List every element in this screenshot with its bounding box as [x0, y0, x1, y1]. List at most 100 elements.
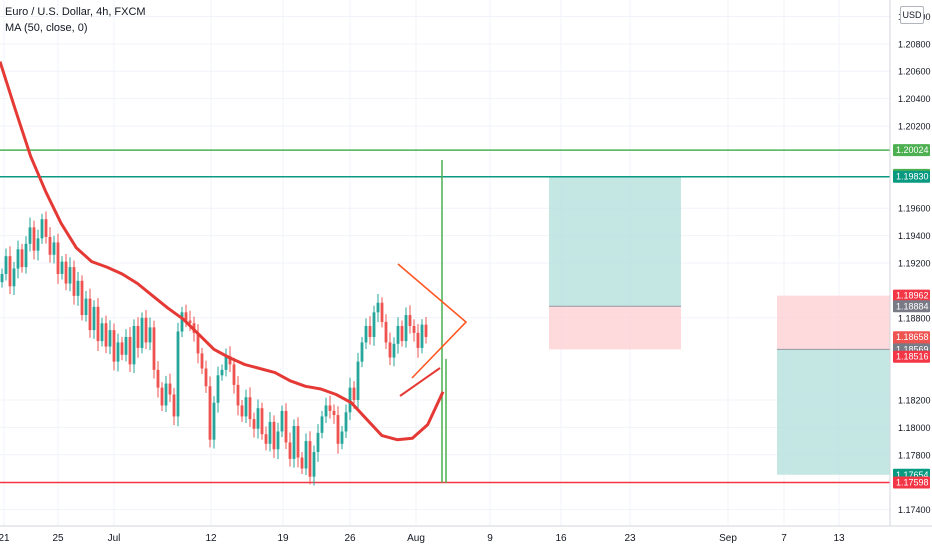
- candle-down: [168, 383, 172, 395]
- candle-up: [356, 361, 360, 400]
- candle-down: [48, 236, 52, 255]
- price-tick-label: 1.17400: [898, 505, 931, 515]
- indicator-label: MA (50, close, 0): [5, 22, 88, 34]
- candle-down: [188, 320, 192, 324]
- candle-up: [116, 342, 120, 362]
- candle-up: [216, 375, 220, 403]
- price-tick-label: 1.19600: [898, 204, 931, 214]
- candle-up: [360, 342, 364, 362]
- candle-up: [396, 326, 400, 344]
- candle-down: [228, 356, 232, 365]
- time-tick-label: 25: [52, 533, 64, 544]
- candle-down: [412, 326, 416, 333]
- candle-up: [324, 405, 328, 417]
- candle-up: [364, 326, 368, 343]
- candle-down: [284, 410, 288, 443]
- candle-down: [384, 321, 388, 343]
- time-tick-label: 26: [344, 533, 356, 544]
- candle-up: [108, 330, 112, 347]
- candle-up: [348, 387, 352, 413]
- candle-down: [72, 267, 76, 296]
- candle-up: [28, 227, 32, 244]
- candle-up: [132, 326, 136, 365]
- candle-down: [8, 256, 12, 287]
- price-badge-label: 1.18962: [896, 291, 929, 301]
- time-tick-label: 12: [205, 533, 217, 544]
- candle-down: [260, 408, 264, 435]
- time-tick-label: 9: [487, 533, 493, 544]
- candle-down: [80, 280, 84, 316]
- candle-up: [180, 312, 184, 332]
- candle-down: [64, 261, 68, 284]
- candle-down: [204, 368, 208, 387]
- candle-up: [52, 242, 56, 255]
- candle-down: [352, 387, 356, 400]
- candle-down: [300, 457, 304, 469]
- candle-down: [296, 426, 300, 458]
- price-tick-label: 1.20800: [898, 39, 931, 49]
- candle-up: [312, 452, 316, 477]
- candle-up: [420, 324, 424, 348]
- long-position-profit-zone: [549, 176, 681, 307]
- candle-up: [276, 431, 280, 450]
- moving-average-line: [0, 61, 445, 442]
- candle-up: [320, 416, 324, 433]
- candle-up: [84, 298, 88, 316]
- price-tick-label: 1.17800: [898, 450, 931, 460]
- candle-up: [40, 219, 44, 239]
- candle-up: [280, 410, 284, 432]
- price-badge-label: 1.18516: [896, 352, 929, 362]
- candle-down: [208, 386, 212, 440]
- price-axis-panel: [890, 0, 932, 550]
- price-badge-label: 1.20024: [896, 145, 929, 155]
- candle-up: [268, 421, 272, 444]
- candle-down: [160, 387, 164, 406]
- candle-up: [316, 432, 320, 453]
- time-tick-label: 21: [0, 533, 10, 544]
- price-badge: [893, 300, 930, 313]
- candle-down: [336, 415, 340, 444]
- candle-up: [304, 441, 308, 469]
- candle-down: [252, 419, 256, 429]
- candle-down: [408, 315, 412, 327]
- candle-down: [44, 219, 48, 237]
- candle-down: [424, 324, 428, 337]
- price-badge-label: 1.19830: [896, 172, 929, 182]
- price-badge: [893, 289, 930, 302]
- candle-down: [196, 332, 200, 354]
- price-tick-label: 1.20600: [898, 67, 931, 77]
- candle-down: [56, 242, 60, 274]
- price-tick-label: 1.20400: [898, 94, 931, 104]
- candle-up: [404, 315, 408, 342]
- price-badge-label: 1.17654: [896, 470, 929, 480]
- candle-up: [16, 249, 20, 269]
- candle-down: [120, 342, 124, 355]
- price-badge-label: 1.17598: [896, 477, 929, 487]
- candle-down: [156, 369, 160, 388]
- candle-down: [232, 364, 236, 385]
- candle-down: [400, 326, 404, 342]
- currency-button[interactable]: USD: [900, 6, 924, 24]
- candle-down: [172, 394, 176, 417]
- candle-up: [76, 280, 80, 296]
- candle-up: [148, 327, 152, 343]
- candle-down: [184, 312, 188, 321]
- long-position-loss-zone: [549, 306, 681, 350]
- time-tick-label: 16: [555, 533, 567, 544]
- candle-up: [68, 267, 72, 284]
- price-tick-label: 1.19200: [898, 259, 931, 269]
- time-tick-label: 19: [277, 533, 289, 544]
- price-badge: [893, 476, 930, 489]
- short-position-profit-zone: [777, 349, 890, 475]
- candle-up: [36, 238, 40, 251]
- candle-down: [368, 326, 372, 337]
- candle-down: [104, 323, 108, 347]
- candle-up: [340, 431, 344, 444]
- price-badge: [893, 350, 930, 363]
- candle-down: [332, 410, 336, 416]
- candle-up: [124, 336, 128, 355]
- candle-down: [200, 353, 204, 369]
- candle-up: [392, 343, 396, 358]
